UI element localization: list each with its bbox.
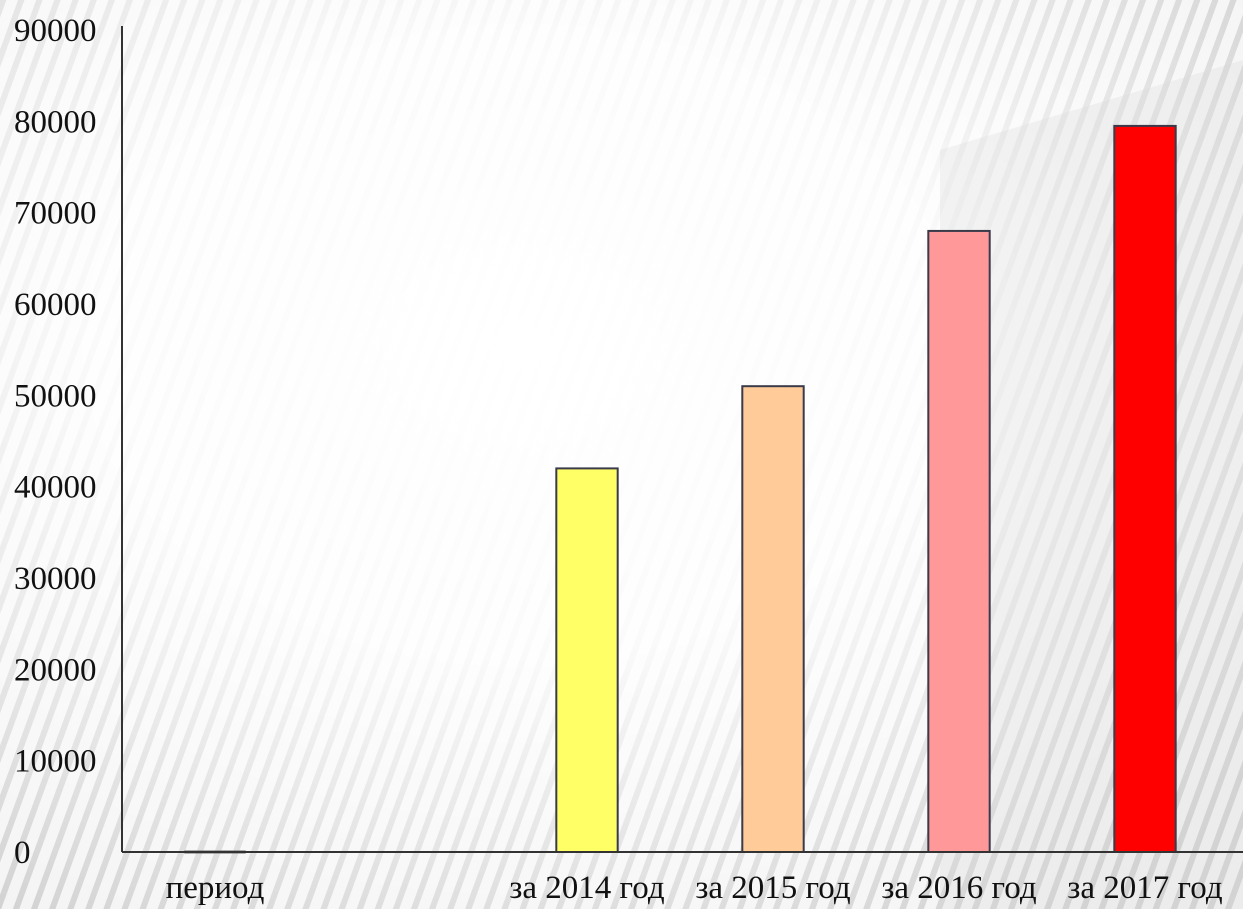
bar-5	[927, 229, 991, 853]
y-tick-label: 70000	[14, 196, 97, 232]
y-tick-label: 60000	[14, 287, 97, 323]
y-tick-label: 0	[14, 835, 31, 871]
y-tick-label: 50000	[14, 378, 97, 414]
y-axis-tick-labels: 0 10000 20000 30000 40000 50000 60000 70000 8000…	[14, 13, 97, 871]
y-tick-label: 80000	[14, 104, 97, 140]
bars	[184, 124, 1177, 854]
x-category-label: за 2015 год	[695, 870, 850, 906]
bar-6	[1113, 124, 1177, 853]
x-category-label: за 2016 год	[881, 870, 1036, 906]
y-tick-label: 40000	[14, 470, 97, 506]
y-tick-label: 30000	[14, 561, 97, 597]
x-category-label: период	[166, 870, 265, 906]
y-tick-label: 10000	[14, 744, 97, 780]
x-category-label: за 2017 год	[1067, 870, 1222, 906]
y-tick-label: 90000	[14, 13, 97, 49]
x-category-label: за 2014 год	[509, 870, 664, 906]
bar-4	[741, 385, 805, 853]
y-tick-label: 20000	[14, 652, 97, 688]
axes	[121, 26, 1243, 853]
x-axis-category-labels: период за 2014 год за 2015 год за 2016 год з…	[166, 870, 1223, 906]
bar-3	[555, 467, 619, 853]
